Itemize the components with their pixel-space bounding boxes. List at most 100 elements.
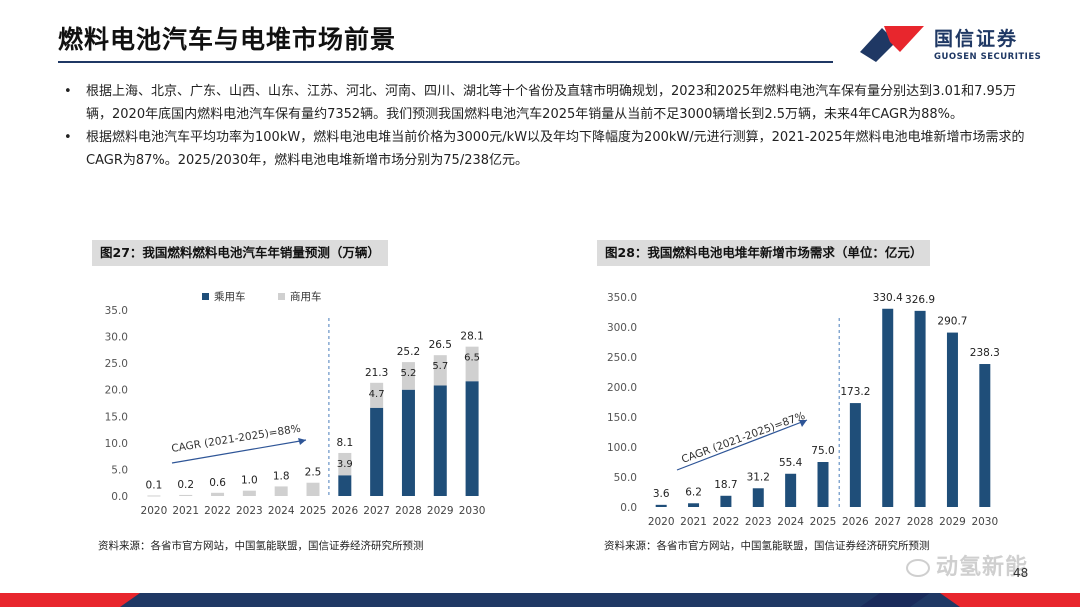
guosen-logo-icon [860,26,924,62]
x-tick-label: 2023 [745,516,772,528]
commercial-value-label: 5.2 [401,368,417,379]
bar-stack-market [655,504,667,507]
bar-commercial [338,452,352,476]
bar-stack-market [688,503,700,507]
x-tick-label: 2026 [331,505,358,517]
legend-swatch-passenger [202,293,209,300]
commercial-value-label: 3.9 [337,459,353,470]
y-tick-label: 200.0 [607,382,637,394]
x-tick-label: 2028 [907,516,934,528]
total-value-label: 26.5 [429,339,452,351]
bar-stack-market [817,462,829,507]
bar-value-label: 238.3 [970,347,1000,359]
legend-label-passenger: 乘用车 [214,290,246,303]
bar-stack-market [946,332,958,507]
x-tick-label: 2023 [236,505,263,517]
bar-value-label: 3.6 [653,488,670,500]
commercial-value-label: 6.5 [464,353,480,364]
bar-commercial [211,492,225,496]
cagr-arrow-line [676,419,808,471]
y-tick-label: 350.0 [607,292,637,304]
x-tick-label: 2020 [648,516,675,528]
bar-stack-market [882,308,894,507]
x-tick-label: 2021 [172,505,199,517]
bar-value-label: 6.2 [685,486,702,498]
y-tick-label: 50.0 [614,472,637,484]
chart27-vehicle-sales: 乘用车 商用车 0.0 5.0 10.0 15.0 20.0 25.0 30.0 35.0 0.1 2… [105,290,486,517]
bar-stack-market [720,495,732,507]
chart28-stack-market: 0.0 50.0 100.0 150.0 200.0 250.0 300.0 350.0 3.6… [607,292,1000,528]
bar-passenger [370,407,384,496]
total-value-label: 25.2 [397,346,420,358]
bar-passenger [433,385,447,496]
footer-band [0,593,1080,607]
total-value-label: 1.0 [241,475,258,487]
guosen-logo: 国信证券 GUOSEN SECURITIES [856,22,1046,68]
y-tick-label: 35.0 [105,305,128,317]
x-tick-label: 2020 [141,505,168,517]
bar-commercial [242,490,256,496]
cagr-arrow-line [171,439,307,464]
bar-value-label: 31.2 [747,471,770,483]
x-tick-label: 2022 [204,505,231,517]
chart27-source: 资料来源：各省市官方网站，中国氢能联盟，国信证券经济研究所预测 [98,540,424,552]
x-tick-label: 2030 [971,516,998,528]
logo-english-name: GUOSEN SECURITIES [934,52,1042,62]
y-tick-label: 300.0 [607,322,637,334]
x-tick-label: 2021 [680,516,707,528]
bar-stack-market [752,488,764,507]
legend-swatch-commercial [278,293,285,300]
bullet-item: • 根据燃料电池汽车平均功率为100kW，燃料电池电堆当前价格为3000元/kW… [64,126,1034,172]
x-tick-label: 2029 [939,516,966,528]
x-tick-label: 2024 [268,505,295,517]
bar-value-label: 290.7 [937,316,967,328]
bar-value-label: 18.7 [714,479,737,491]
bar-commercial [179,494,193,496]
bar-commercial [147,495,161,497]
y-tick-label: 25.0 [105,358,128,370]
bar-stack-market [914,310,926,507]
total-value-label: 28.1 [460,331,483,343]
page-title: 燃料电池汽车与电堆市场前景 [58,25,397,54]
x-tick-label: 2026 [842,516,869,528]
bar-value-label: 326.9 [905,294,935,306]
x-tick-label: 2025 [810,516,837,528]
bar-stack-market [849,403,861,507]
total-value-label: 0.6 [209,477,226,489]
x-tick-label: 2030 [459,505,486,517]
commercial-value-label: 5.7 [432,361,448,372]
y-tick-label: 100.0 [607,442,637,454]
bar-commercial [274,486,288,496]
bar-value-label: 330.4 [873,292,903,304]
total-value-label: 21.3 [365,367,388,379]
bar-commercial [370,382,384,408]
total-value-label: 0.1 [146,479,163,491]
y-tick-label: 30.0 [105,332,128,344]
bar-commercial [306,482,320,496]
x-tick-label: 2027 [363,505,390,517]
x-tick-label: 2022 [713,516,740,528]
bar-passenger [401,389,415,496]
bullet-text: 根据燃料电池汽车平均功率为100kW，燃料电池电堆当前价格为3000元/kW以及… [86,130,1025,168]
y-tick-label: 10.0 [105,438,128,450]
cagr-arrow-head [298,438,306,445]
chart27-title: 图27：我国燃料燃料电池汽车年销量预测（万辆） [92,240,388,266]
wechat-watermark: 动氢新能 [906,549,1028,581]
x-tick-label: 2027 [874,516,901,528]
cagr-arrow-head [799,420,807,427]
bullet-item: • 根据上海、北京、广东、山西、山东、江苏、河北、河南、四川、湖北等十个省份及直… [64,80,1034,126]
chart28-title: 图28：我国燃料电池电堆年新增市场需求（单位：亿元） [597,240,931,266]
bar-commercial [465,346,479,382]
bar-commercial [401,362,415,390]
summary-bullets: • 根据上海、北京、广东、山西、山东、江苏、河北、河南、四川、湖北等十个省份及直… [64,80,1034,172]
x-tick-label: 2025 [300,505,327,517]
bullet-text: 根据上海、北京、广东、山西、山东、江苏、河北、河南、四川、湖北等十个省份及直辖市… [86,84,1017,122]
bullet-dot: • [64,84,72,99]
y-tick-label: 0.0 [620,502,637,514]
bar-passenger [465,381,479,496]
cagr-annotation: CAGR (2021-2025)=88% [171,423,302,455]
y-tick-label: 150.0 [607,412,637,424]
bar-passenger [338,475,352,496]
y-tick-label: 5.0 [111,464,128,476]
chart28-source: 资料来源：各省市官方网站，中国氢能联盟，国信证券经济研究所预测 [604,540,930,552]
